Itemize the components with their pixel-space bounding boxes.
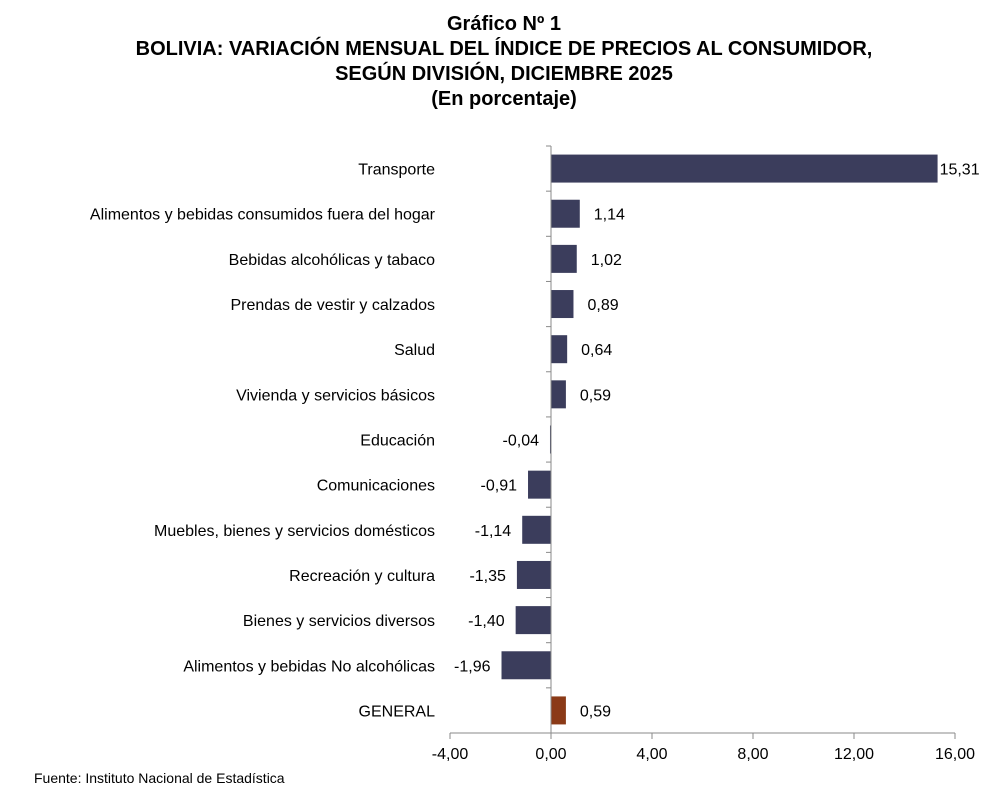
bar [551, 335, 568, 364]
source-note: Fuente: Instituto Nacional de Estadístic… [34, 770, 285, 786]
category-label: Vivienda y servicios básicos [236, 387, 435, 404]
bar [551, 290, 574, 319]
category-label: Prendas de vestir y calzados [230, 297, 435, 314]
category-label: Bienes y servicios diversos [243, 613, 435, 630]
category-label: Comunicaciones [317, 478, 435, 495]
bar [551, 696, 566, 725]
category-label: GENERAL [359, 703, 436, 720]
bar [551, 244, 577, 273]
bar [551, 199, 580, 228]
category-label: Alimentos y bebidas consumidos fuera del… [90, 207, 436, 224]
bar [549, 425, 551, 454]
x-tick-label: 0,00 [535, 746, 566, 763]
chart-subtitle-line-3: (En porcentaje) [431, 88, 577, 110]
data-label: 15,31 [940, 162, 980, 179]
bar [528, 470, 551, 499]
category-label: Educación [360, 433, 435, 450]
data-label: -1,40 [468, 613, 505, 630]
x-tick-label: 4,00 [636, 746, 667, 763]
data-label: -0,91 [481, 478, 518, 495]
bar [522, 515, 551, 544]
chart-title: Gráfico Nº 1 [446, 13, 561, 35]
chart-subtitle-line-1: BOLIVIA: VARIACIÓN MENSUAL DEL ÍNDICE DE… [135, 38, 873, 60]
data-label: 1,14 [594, 207, 625, 224]
bar [551, 380, 566, 409]
x-tick-label: 16,00 [935, 746, 975, 763]
bar [501, 651, 551, 680]
data-label: 0,59 [580, 703, 611, 720]
data-label: 1,02 [591, 252, 622, 269]
category-label: Muebles, bienes y servicios domésticos [154, 523, 435, 540]
category-label: Transporte [358, 162, 435, 179]
data-label: -1,96 [454, 658, 491, 675]
category-label: Salud [394, 342, 435, 359]
chart-titles: Gráfico Nº 1 BOLIVIA: VARIACIÓN MENSUAL … [0, 12, 1008, 112]
chart-subtitle-line-2: SEGÚN DIVISIÓN, DICIEMBRE 2025 [335, 63, 673, 85]
category-label: Recreación y cultura [289, 568, 435, 585]
x-tick-label: 12,00 [834, 746, 874, 763]
category-label: Bebidas alcohólicas y tabaco [229, 252, 435, 269]
x-tick-label: -4,00 [432, 746, 469, 763]
bar [516, 560, 551, 589]
data-label: -1,35 [469, 568, 506, 585]
data-label: 0,89 [587, 297, 618, 314]
bar [551, 154, 938, 183]
data-label: 0,59 [580, 387, 611, 404]
bar [515, 606, 551, 635]
category-label: Alimentos y bebidas No alcohólicas [183, 658, 435, 675]
data-label: 0,64 [581, 342, 612, 359]
x-tick-label: 8,00 [737, 746, 768, 763]
data-label: -0,04 [503, 433, 540, 450]
data-label: -1,14 [475, 523, 512, 540]
